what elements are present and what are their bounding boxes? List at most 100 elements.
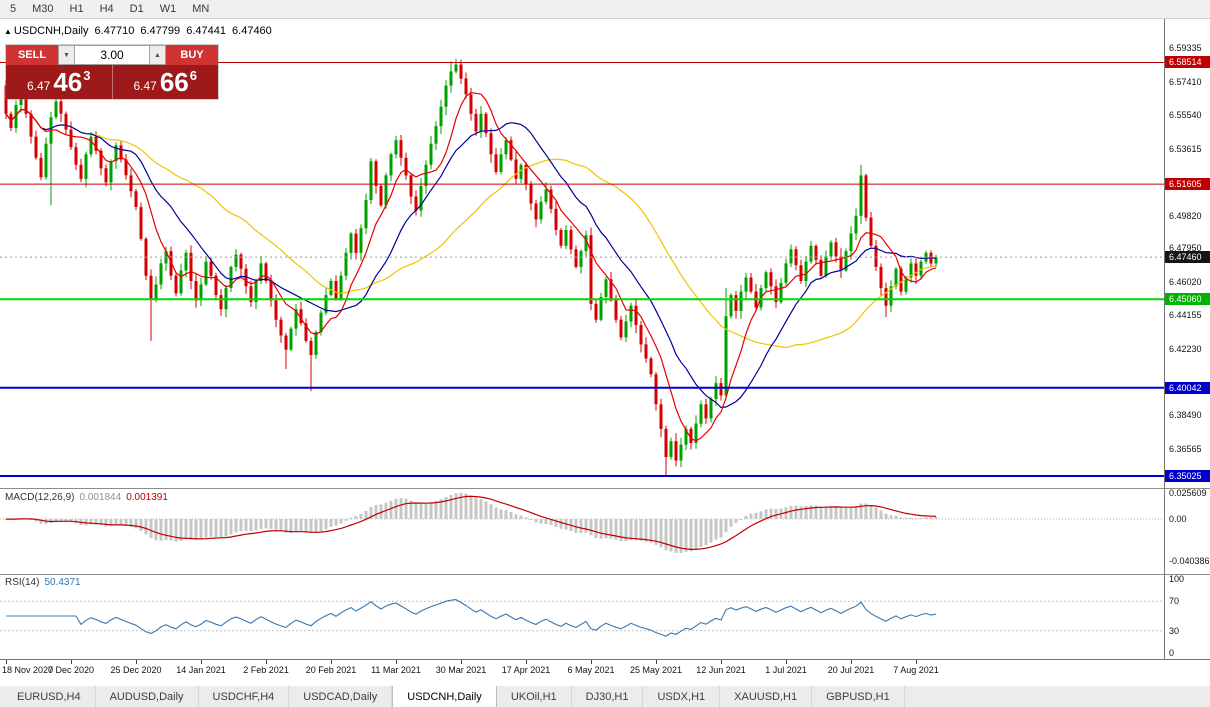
timeframe-toolbar: 5 M30 H1 H4 D1 W1 MN	[0, 0, 1210, 19]
tab-usdcad-daily[interactable]: USDCAD,Daily	[289, 686, 393, 707]
tab-audusd-daily[interactable]: AUDUSD,Daily	[96, 686, 199, 707]
timeframe-button-h1[interactable]: H1	[69, 3, 84, 15]
main-panel	[4, 58, 938, 475]
price-axis-label: 6.57410	[1169, 77, 1202, 87]
time-tick	[786, 660, 787, 664]
price-chart-canvas[interactable]	[0, 19, 1164, 685]
price-axis-label: 6.59335	[1169, 43, 1202, 53]
tab-usdcnh-daily[interactable]: USDCNH,Daily	[392, 686, 497, 707]
rsi-line	[6, 599, 937, 637]
time-tick	[526, 660, 527, 664]
time-tick	[851, 660, 852, 664]
time-tick	[396, 660, 397, 664]
tab-gbpusd-h1[interactable]: GBPUSD,H1	[812, 686, 905, 707]
time-tick	[266, 660, 267, 664]
chevron-up-icon: ▲	[154, 51, 161, 59]
ma-mid-line	[5, 108, 937, 409]
ask-prefix: 6.47	[133, 79, 157, 93]
volume-decrease-button[interactable]: ▼	[58, 45, 75, 65]
tab-usdchf-h4[interactable]: USDCHF,H4	[199, 686, 290, 707]
macd-name: MACD(12,26,9)	[5, 492, 75, 503]
volume-increase-button[interactable]: ▲	[149, 45, 166, 65]
price-axis-label: 6.36565	[1169, 444, 1202, 454]
macd-histogram	[4, 492, 938, 553]
macd-axis-label: 0.025609	[1169, 488, 1207, 498]
price-axis-badge: 6.51605	[1165, 178, 1210, 190]
bid-big-digits: 46	[53, 67, 83, 97]
price-axis-label: 6.53615	[1169, 144, 1202, 154]
chart-title: ▲ USDCNH,Daily 6.47710 6.47799 6.47441 6.…	[4, 25, 275, 37]
bid-price[interactable]: 6.47 46 3	[6, 65, 113, 99]
date-label: 25 May 2021	[629, 665, 683, 675]
tab-ukoil-h1[interactable]: UKOil,H1	[497, 686, 572, 707]
date-label: 2 Feb 2021	[243, 665, 289, 675]
date-label: 20 Feb 2021	[305, 665, 357, 675]
ask-pip-digit: 6	[189, 67, 197, 83]
volume-input[interactable]	[75, 45, 149, 65]
date-label: 25 Dec 2020	[110, 665, 162, 675]
timeframe-button-mn[interactable]: MN	[192, 3, 210, 15]
macd-signal-line	[5, 495, 937, 551]
date-label: 6 May 2021	[567, 665, 615, 675]
sell-button[interactable]: SELL	[6, 45, 58, 65]
price-axis-badge: 6.58514	[1165, 56, 1210, 68]
price-axis-label: 6.38490	[1169, 410, 1202, 420]
timeframe-button-h4[interactable]: H4	[99, 3, 114, 15]
bid-pip-digit: 3	[83, 67, 91, 83]
date-label: 20 Jul 2021	[827, 665, 875, 675]
date-label: 7 Aug 2021	[893, 665, 939, 675]
timeframe-button-m30[interactable]: M30	[32, 3, 54, 15]
macd-indicator-label: MACD(12,26,9) 0.001844 0.001391	[5, 492, 168, 503]
time-tick	[461, 660, 462, 664]
trade-controls-row: SELL ▼ ▲ BUY	[6, 45, 218, 65]
time-tick	[201, 660, 202, 664]
panel-separator	[1165, 488, 1210, 489]
bid-ask-row: 6.47 46 3 6.47 66 6	[6, 65, 218, 99]
timeframe-button-w1[interactable]: W1	[159, 3, 177, 15]
rsi-name: RSI(14)	[5, 577, 40, 588]
chart-low-value: 6.47441	[186, 25, 226, 37]
price-axis-badge: 6.45060	[1165, 293, 1210, 305]
ma-fast-line	[5, 91, 937, 442]
ask-price[interactable]: 6.47 66 6	[113, 65, 219, 99]
panel-separator	[1165, 574, 1210, 575]
volume-field-wrap	[75, 45, 149, 65]
rsi-axis-label: 100	[1169, 574, 1185, 584]
date-label: 7 Dec 2020	[47, 665, 95, 675]
date-label: 1 Jul 2021	[765, 665, 807, 675]
one-click-trading-panel: SELL ▼ ▲ BUY 6.47 46 3 6.47 66 6	[6, 45, 218, 99]
time-tick	[6, 660, 7, 664]
macd-axis-label: 0.00	[1169, 514, 1187, 524]
chart-high-value: 6.47799	[140, 25, 181, 37]
date-label: 11 Mar 2021	[371, 665, 421, 675]
time-tick	[916, 660, 917, 664]
tab-dj30-h1[interactable]: DJ30,H1	[572, 686, 644, 707]
date-label: 12 Jun 2021	[696, 665, 746, 675]
tab-xauusd-h1[interactable]: XAUUSD,H1	[720, 686, 813, 707]
time-tick	[656, 660, 657, 664]
macd-axis-label: -0.040386	[1169, 556, 1210, 566]
timeframe-button-5[interactable]: 5	[10, 3, 17, 15]
tab-usdx-h1[interactable]: USDX,H1	[643, 686, 721, 707]
macd-main-value: 0.001844	[79, 492, 122, 503]
tab-eurusd-h4[interactable]: EURUSD,H4	[3, 686, 96, 707]
timeframe-button-d1[interactable]: D1	[129, 3, 144, 15]
time-tick	[331, 660, 332, 664]
macd-panel	[0, 492, 1164, 553]
rsi-panel	[0, 599, 1164, 637]
price-axis-badge: 6.47460	[1165, 251, 1210, 263]
chart-window: ▲ USDCNH,Daily 6.47710 6.47799 6.47441 6.…	[0, 19, 1210, 686]
time-axis[interactable]: 18 Nov 2020 7 Dec 2020 25 Dec 2020 14 Jan 2…	[0, 659, 1210, 686]
buy-button[interactable]: BUY	[166, 45, 218, 65]
time-tick	[591, 660, 592, 664]
rsi-axis-label: 70	[1169, 596, 1180, 606]
price-axis[interactable]: 6.59335 6.57410 6.55540 6.53615 6.49820 6.479…	[1164, 19, 1210, 659]
price-axis-label: 6.42230	[1169, 344, 1202, 354]
rsi-indicator-label: RSI(14) 50.4371	[5, 577, 81, 588]
ask-big-digits: 66	[159, 67, 189, 97]
chart-tab-bar: EURUSD,H4 AUDUSD,Daily USDCHF,H4 USDCAD,Dai…	[0, 685, 1210, 707]
chart-marker-icon: ▲	[4, 27, 12, 36]
macd-signal-value: 0.001391	[126, 492, 168, 503]
date-label: 18 Nov 2020	[2, 665, 54, 675]
rsi-axis-label: 30	[1169, 626, 1180, 636]
